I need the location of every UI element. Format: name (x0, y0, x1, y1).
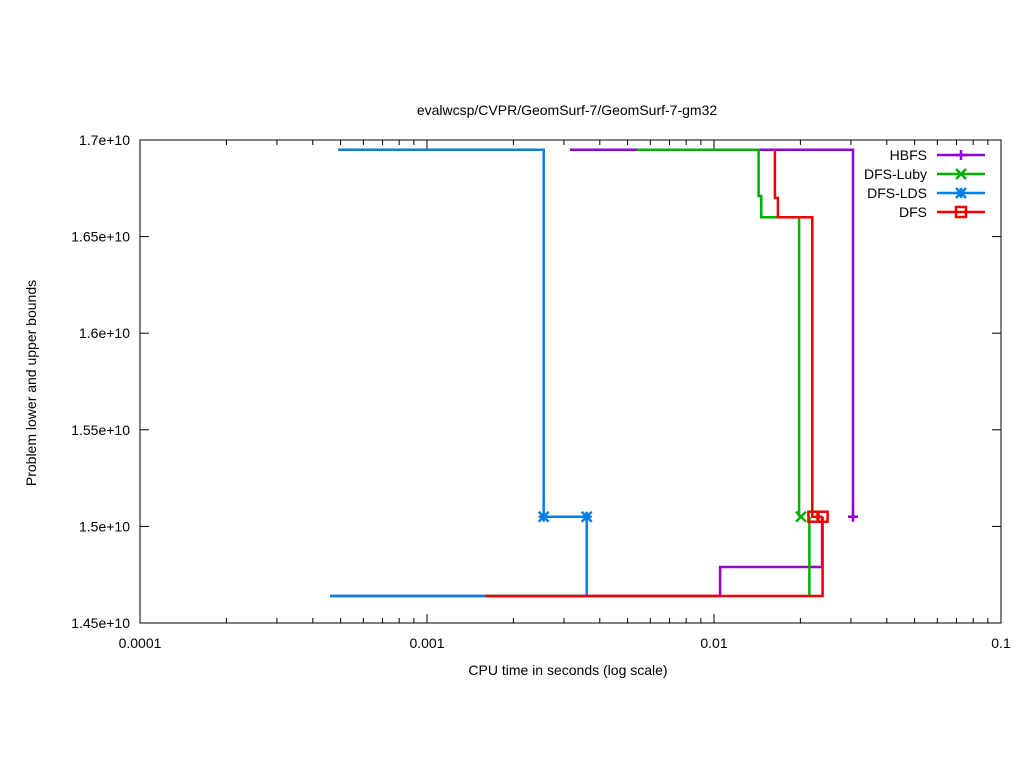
series-dfs-lds-lower-bound-line (330, 516, 588, 598)
y-tick-label: 1.7e+10 (79, 132, 130, 148)
series-dfs-lower-bound-line (485, 516, 824, 598)
x-tick-label: 0.01 (700, 635, 727, 651)
y-tick-label: 1.45e+10 (71, 615, 130, 631)
legend-marker-dfs-lds (955, 187, 967, 199)
legend-marker-dfs (954, 205, 968, 219)
series-dfs-luby-marker (795, 510, 807, 523)
y-axis-label: Problem lower and upper bounds (23, 280, 39, 486)
series-dfs-luby-upper-bound-line (637, 148, 801, 517)
x-axis-label: CPU time in seconds (log scale) (468, 662, 667, 678)
series-dfs-lds-upper-bound-line (338, 148, 587, 518)
series-dfs-lds-marker (580, 510, 593, 523)
series-dfs-lds (330, 148, 593, 598)
series-dfs (485, 149, 829, 598)
series-hbfs-upper-bound-line (570, 148, 857, 518)
series-hbfs-marker (847, 511, 858, 522)
legend-label-dfs: DFS (899, 204, 927, 220)
axes: 0.0001 0.001 0.01 0.1 1.45e+10 1.5e+10 1.55e+1… (71, 132, 1011, 651)
x-tick-label: 0.0001 (119, 635, 162, 651)
legend-marker-hbfs (956, 150, 966, 160)
x-tick-label: 0.001 (409, 635, 444, 651)
series-hbfs-lower-bound-line (330, 516, 824, 598)
y-tick-label: 1.5e+10 (79, 518, 130, 534)
chart-title: evalwcsp/CVPR/GeomSurf-7/GeomSurf-7-gm32 (417, 102, 718, 118)
legend-label-dfs-luby: DFS-Luby (864, 166, 927, 182)
y-tick-label: 1.65e+10 (71, 229, 130, 245)
series-dfs-marker (816, 510, 829, 523)
x-tick-label: 0.1 (991, 635, 1011, 651)
legend-label-hbfs: HBFS (890, 147, 927, 163)
legend-label-dfs-lds: DFS-LDS (867, 185, 927, 201)
y-tick-label: 1.55e+10 (71, 422, 130, 438)
series-dfs-upper-bound-line (773, 149, 823, 518)
series-dfs-lds-marker (537, 510, 550, 523)
y-tick-label: 1.6e+10 (79, 325, 130, 341)
series-layer (330, 148, 858, 598)
legend-marker-dfs-luby (955, 168, 967, 180)
legend: HBFS DFS-Luby DFS-LDS DFS (864, 147, 985, 220)
plot-frame (139, 139, 1002, 624)
